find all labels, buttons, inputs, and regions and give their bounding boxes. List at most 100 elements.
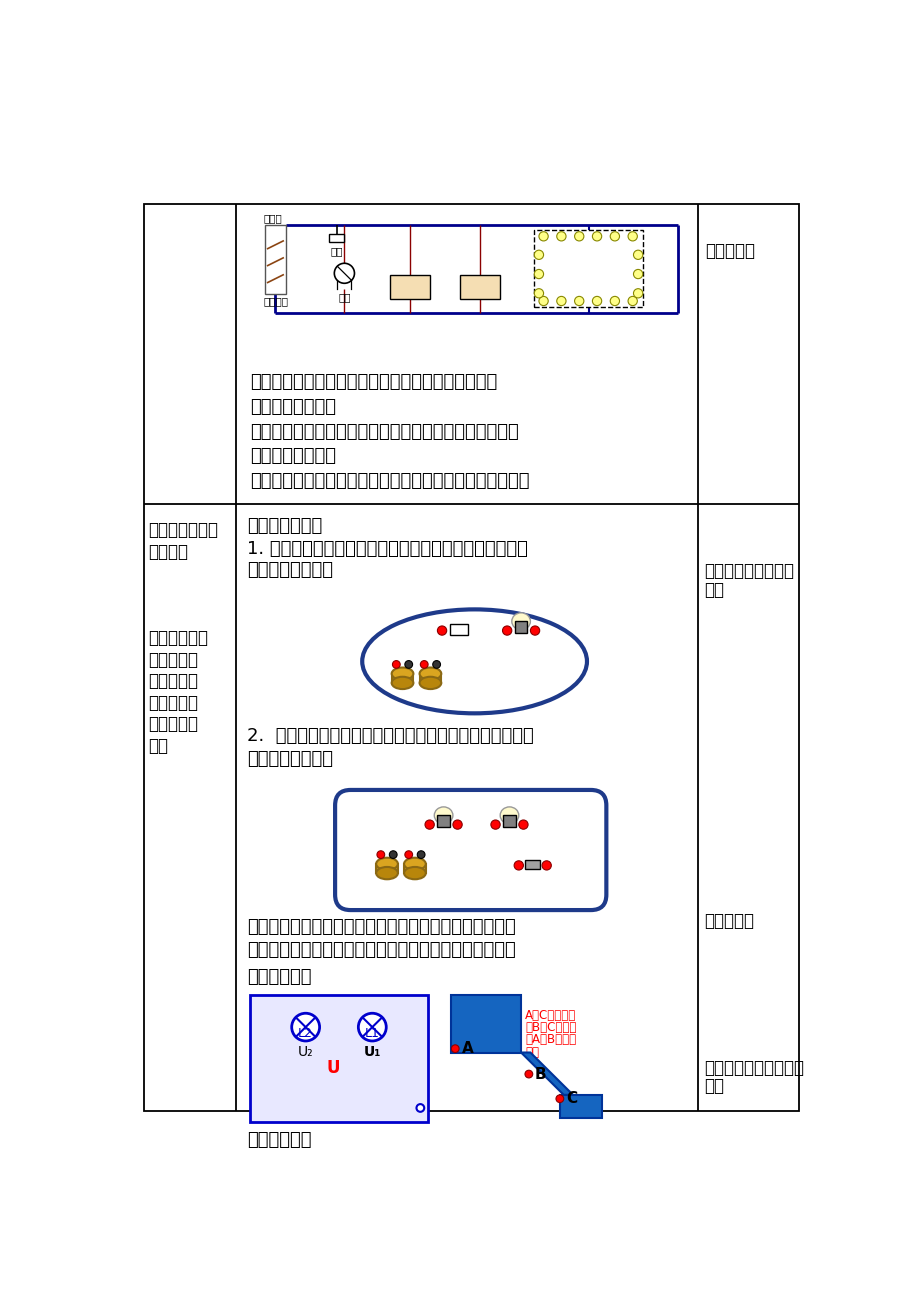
Bar [390,275,430,299]
Ellipse shape [376,867,397,879]
Circle shape [534,270,543,279]
Ellipse shape [511,613,530,630]
Text: 猜想或假设：（仿照水: 猜想或假设：（仿照水 [703,1059,803,1077]
Circle shape [628,232,637,241]
Circle shape [416,1104,424,1112]
Circle shape [432,660,440,668]
Polygon shape [520,1052,573,1095]
Text: 路中电压的规律。: 路中电压的规律。 [250,448,335,465]
Circle shape [555,1095,563,1103]
Text: 而小彩灯串联呢？: 而小彩灯串联呢？ [250,398,335,417]
Bar [419,673,441,684]
Circle shape [392,660,400,668]
Text: 二、合作探究，: 二、合作探究， [148,521,218,539]
Text: 发光亮度一样吗？: 发光亮度一样吗？ [246,750,333,768]
Text: U₂: U₂ [298,1046,313,1060]
Circle shape [452,820,461,829]
Text: 建构知识: 建构知识 [148,543,188,561]
Circle shape [539,232,548,241]
Circle shape [539,297,548,306]
Circle shape [592,297,601,306]
Text: 台灯: 台灯 [473,283,486,292]
Text: （一）探究串: （一）探究串 [148,629,208,647]
Bar [503,815,516,827]
Circle shape [420,660,427,668]
Bar [515,621,527,633]
Text: 2.  不同规格的两灯泡串联。闭合开关，两灯都能发光吗？: 2. 不同规格的两灯泡串联。闭合开关，两灯都能发光吗？ [246,727,533,745]
Circle shape [628,297,637,306]
Circle shape [556,232,565,241]
Bar [560,1095,602,1118]
Text: U: U [325,1059,339,1077]
Text: L2: L2 [298,1027,312,1040]
Text: 1. 在只有一个灯泡的电路中，灯泡两端的电压与电源两端: 1. 在只有一个灯泡的电路中，灯泡两端的电压与电源两端 [246,540,528,557]
Text: A、C间的水压: A、C间的水压 [525,1009,575,1022]
Circle shape [592,232,601,241]
Bar [460,275,500,299]
Circle shape [633,289,642,298]
Text: 与A、B间水压: 与A、B间水压 [525,1034,575,1047]
Bar [376,863,397,874]
Text: 为B、C间水压: 为B、C间水压 [525,1021,575,1034]
Circle shape [609,297,618,306]
Circle shape [534,250,543,259]
Bar [534,230,642,307]
Text: U₁: U₁ [363,1046,380,1060]
Circle shape [404,660,412,668]
Circle shape [334,263,354,284]
Circle shape [609,232,618,241]
Text: 电压与电源: 电压与电源 [148,694,199,712]
Text: 电压有什么关系？: 电压有什么关系？ [246,561,333,579]
Circle shape [574,297,584,306]
Text: 压）: 压） [703,1077,723,1095]
Text: A: A [461,1042,472,1056]
Circle shape [633,270,642,279]
Circle shape [530,626,539,635]
Text: C: C [565,1091,576,1107]
Text: 路中，各用电器两端的电压与电源两端电压有什么关系？: 路中，各用电器两端的电压与电源两端电压有什么关系？ [246,941,515,958]
Bar [525,861,539,870]
Circle shape [502,626,511,635]
Circle shape [417,850,425,858]
Text: 小彩灯: 小彩灯 [577,262,598,275]
Ellipse shape [419,677,441,689]
Circle shape [491,820,500,829]
Text: （设计意图：从生活到物理，激发学生的探究欲望。）: （设计意图：从生活到物理，激发学生的探究欲望。） [250,471,528,490]
Bar [391,673,413,684]
Circle shape [574,232,584,241]
Circle shape [633,250,642,259]
Text: 【类比水压】: 【类比水压】 [246,967,311,986]
Text: 要想了解其中的原因，我们就需要来研究串、并联电: 要想了解其中的原因，我们就需要来研究串、并联电 [250,423,518,440]
Text: 【设计实验】: 【设计实验】 [246,1131,311,1150]
Text: 关系: 关系 [148,737,168,755]
Circle shape [425,820,434,829]
Ellipse shape [500,807,518,824]
Circle shape [377,850,384,858]
Ellipse shape [434,807,452,824]
Circle shape [437,626,447,635]
Text: 接外线: 接外线 [263,214,281,223]
Circle shape [534,289,543,298]
Text: B: B [535,1066,546,1082]
Circle shape [525,1070,532,1078]
Text: 开关: 开关 [330,246,343,256]
Circle shape [404,850,412,858]
Text: 联电路中用: 联电路中用 [148,651,199,669]
Text: 【提出问题】那么，两个或两个以上用电器组成的串联电: 【提出问题】那么，两个或两个以上用电器组成的串联电 [246,918,515,936]
Circle shape [451,1044,459,1052]
Circle shape [291,1013,319,1042]
Text: 两端电压的: 两端电压的 [148,715,199,733]
Bar [451,995,520,1052]
Text: 电视: 电视 [403,283,416,292]
Text: 电器两端的: 电器两端的 [148,672,199,690]
Ellipse shape [391,668,413,680]
Circle shape [514,861,523,870]
Bar [265,225,286,294]
Bar [403,863,425,874]
Circle shape [358,1013,386,1042]
Circle shape [556,297,565,306]
Ellipse shape [391,677,413,689]
Bar [449,625,468,635]
Bar [329,234,344,242]
Text: 学生思考。: 学生思考。 [705,242,754,260]
